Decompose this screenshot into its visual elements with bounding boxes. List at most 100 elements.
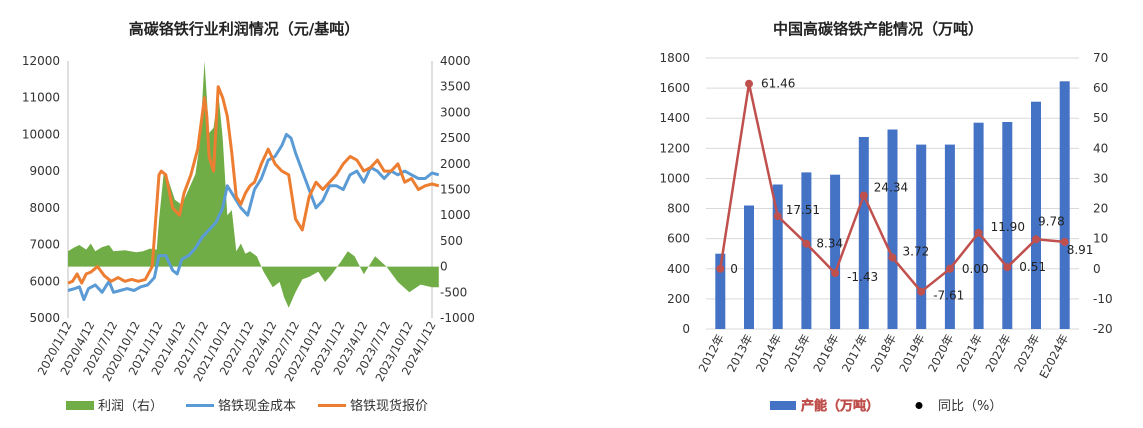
data-label-yoy: 61.46 bbox=[761, 77, 795, 91]
point-yoy bbox=[1060, 237, 1069, 246]
bar-capacity bbox=[1002, 122, 1013, 329]
data-label-yoy: 11.90 bbox=[991, 220, 1025, 234]
y-tick-label-left: 600 bbox=[667, 232, 690, 246]
x-tick-label: 2016年 bbox=[810, 332, 842, 375]
point-yoy bbox=[917, 287, 926, 296]
data-label-yoy: 24.34 bbox=[874, 181, 908, 195]
y-tick-label-left: 0 bbox=[682, 322, 690, 336]
y-tick-label-right: 3500 bbox=[440, 80, 471, 94]
profit-chart-title: 高碳铬铁行业利润情况（元/基吨） bbox=[129, 20, 359, 38]
y-tick-label-right: 70 bbox=[1093, 51, 1108, 65]
x-tick-label: 2022年 bbox=[982, 332, 1014, 375]
y-tick-label-right: -500 bbox=[440, 285, 467, 299]
y-tick-label-right: 2500 bbox=[440, 131, 471, 145]
data-label-yoy: 9.78 bbox=[1038, 214, 1065, 228]
data-label-yoy: 0.00 bbox=[962, 262, 989, 276]
point-yoy bbox=[1032, 235, 1040, 244]
bar-capacity bbox=[944, 144, 955, 329]
data-label-yoy: 3.72 bbox=[903, 245, 930, 259]
point-yoy bbox=[831, 269, 840, 278]
y-tick-label-left: 7000 bbox=[29, 238, 60, 252]
capacity-bar-layer bbox=[715, 81, 1070, 329]
bar-capacity bbox=[916, 144, 927, 329]
point-yoy bbox=[888, 253, 897, 262]
point-yoy bbox=[1003, 263, 1012, 272]
y-tick-label-left: 1400 bbox=[659, 111, 690, 125]
bar-capacity bbox=[830, 174, 841, 329]
legend-label-cost: 铬铁现金成本 bbox=[218, 398, 296, 414]
y-tick-label-right: 0 bbox=[1093, 262, 1101, 276]
x-tick-label: 2012年 bbox=[695, 332, 727, 375]
bar-capacity bbox=[973, 122, 984, 329]
y-tick-label-left: 200 bbox=[667, 292, 690, 306]
y-tick-label-right: -20 bbox=[1093, 322, 1113, 336]
yoy-line-layer: 0 61.46 17.51 8.34 -1.43 24.34 3.72 -7.61 0.00 11… bbox=[716, 77, 1093, 303]
point-yoy bbox=[773, 212, 782, 221]
capacity-chart-legend: 产能（万吨） 同比（%） bbox=[770, 399, 1002, 415]
legend-swatch-capacity bbox=[770, 401, 796, 410]
data-label-yoy: 8.91 bbox=[1067, 243, 1094, 257]
y-tick-label-left: 1200 bbox=[659, 141, 690, 155]
x-tick-label: 2021年 bbox=[954, 332, 986, 375]
y-tick-label-right: 2000 bbox=[440, 157, 471, 171]
x-tick-label: 2015年 bbox=[782, 332, 814, 375]
data-label-yoy: 8.34 bbox=[816, 237, 843, 251]
bar-capacity bbox=[772, 184, 783, 329]
y-tick-label-right: 0 bbox=[440, 260, 448, 274]
y-tick-label-right: 10 bbox=[1093, 232, 1108, 246]
point-yoy bbox=[802, 239, 811, 248]
y-tick-label-left: 1600 bbox=[659, 81, 690, 95]
point-yoy bbox=[745, 79, 753, 88]
y-tick-label-right: 40 bbox=[1093, 141, 1108, 155]
y-tick-label-left: 8000 bbox=[29, 201, 60, 215]
legend-swatch-profit bbox=[66, 401, 94, 410]
y-tick-label-right: 50 bbox=[1093, 111, 1108, 125]
point-yoy bbox=[716, 264, 725, 273]
capacity-chart-title: 中国高碳铬铁产能情况（万吨） bbox=[773, 20, 983, 38]
y-tick-label-right: 1500 bbox=[440, 183, 471, 197]
profit-area-layer bbox=[68, 61, 439, 308]
bar-capacity bbox=[1031, 101, 1041, 329]
y-tick-label-right: 500 bbox=[440, 234, 463, 248]
y-tick-label-left: 5000 bbox=[29, 311, 60, 325]
data-label-yoy: 17.51 bbox=[786, 203, 820, 217]
point-yoy bbox=[945, 264, 954, 273]
data-label-yoy: -1.43 bbox=[847, 270, 878, 284]
y-tick-label-left: 12000 bbox=[22, 54, 60, 68]
legend-label-yoy: 同比（%） bbox=[938, 399, 1002, 414]
bar-capacity bbox=[858, 137, 869, 329]
series-area-profit bbox=[68, 61, 439, 308]
legend-label-capacity: 产能（万吨） bbox=[801, 399, 879, 414]
x-tick-label: 2020年 bbox=[925, 332, 957, 375]
x-tick-label: 2017年 bbox=[839, 332, 871, 375]
bar-capacity bbox=[801, 172, 812, 329]
y-tick-label-right: 30 bbox=[1093, 171, 1108, 185]
x-tick-label: 2023年 bbox=[1011, 332, 1043, 375]
data-label-yoy: 0.51 bbox=[1019, 260, 1046, 274]
x-tick-label: 2018年 bbox=[868, 332, 900, 375]
point-yoy bbox=[974, 228, 983, 237]
x-tick-label: 2013年 bbox=[724, 332, 756, 375]
y-tick-label-left: 800 bbox=[667, 202, 690, 216]
profit-chart-legend: 利润（右） 铬铁现金成本 铬铁现货报价 bbox=[66, 398, 428, 414]
x-tick-label: 2014年 bbox=[753, 332, 785, 375]
y-tick-label-right: 20 bbox=[1093, 202, 1108, 216]
y-tick-label-left: 1800 bbox=[659, 51, 690, 65]
bar-capacity bbox=[715, 253, 726, 329]
legend-marker-yoy bbox=[915, 402, 923, 409]
y-tick-label-left: 400 bbox=[667, 262, 690, 276]
series-line-cost bbox=[67, 132, 440, 302]
series-line-price bbox=[67, 85, 440, 285]
y-tick-label-left: 1000 bbox=[659, 171, 690, 185]
y-tick-label-left: 6000 bbox=[29, 274, 60, 288]
y-tick-label-right: 60 bbox=[1093, 81, 1108, 95]
y-tick-label-left: 9000 bbox=[29, 164, 60, 178]
legend-label-profit: 利润（右） bbox=[98, 399, 163, 414]
bar-capacity bbox=[887, 129, 898, 329]
bar-capacity bbox=[1059, 81, 1070, 329]
y-tick-label-right: -10 bbox=[1093, 292, 1113, 306]
capacity-chart: 中国高碳铬铁产能情况（万吨） 0 61.46 17.51 8.34 -1.43 24.34… bbox=[659, 20, 1113, 415]
x-tick-label: 2019年 bbox=[896, 332, 928, 375]
